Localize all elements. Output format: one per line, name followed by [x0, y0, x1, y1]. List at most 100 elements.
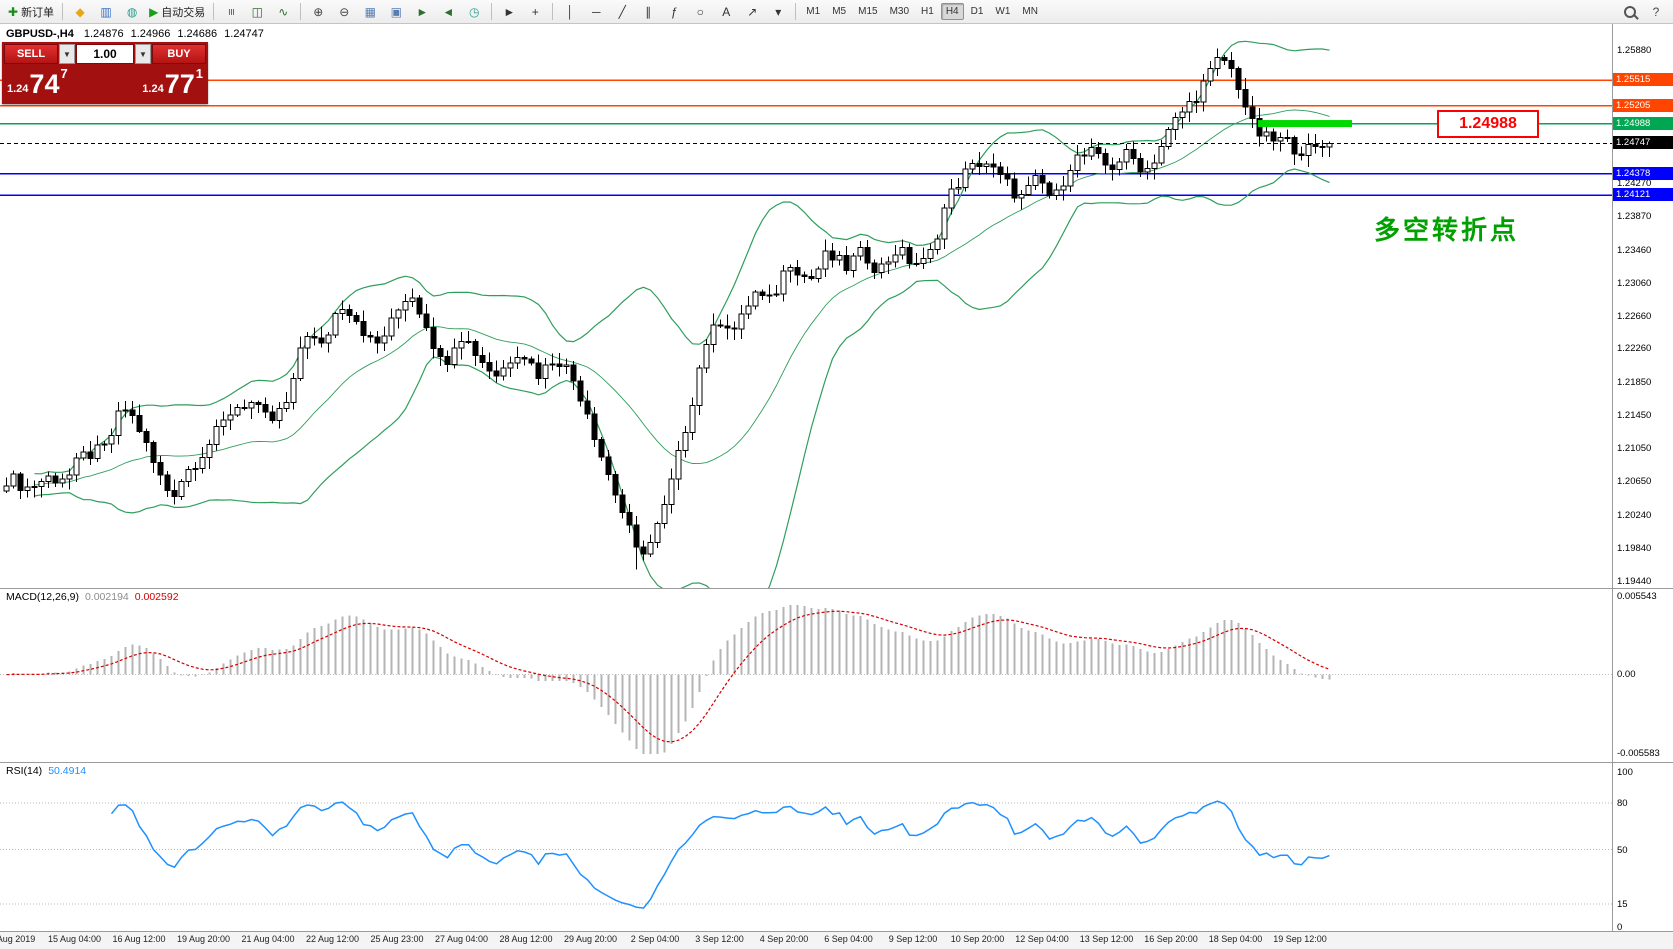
timeframe-button-m30[interactable]: M30: [889, 6, 910, 17]
rsi-label: RSI(14) 50.4914: [6, 765, 86, 777]
symbol-title: GBPUSD-,H4: [6, 28, 74, 40]
rsi-value: 50.4914: [48, 765, 87, 777]
trendline-icon[interactable]: ╱: [610, 1, 634, 23]
rsi-indicator-chart[interactable]: [0, 762, 1612, 931]
candlestick-icon[interactable]: ◫: [245, 1, 269, 23]
ohlc-close: 1.24747: [224, 28, 264, 40]
arrow-tool-icon: ↗: [747, 4, 758, 19]
timeframe-button-mn[interactable]: MN: [1022, 6, 1038, 17]
zoom-out-icon[interactable]: ⊖: [332, 1, 356, 23]
vertical-line-icon[interactable]: │: [558, 1, 582, 23]
date-label: 22 Aug 12:00: [305, 934, 360, 944]
timeframe-button-d1[interactable]: D1: [970, 6, 984, 17]
cursor-icon: ►: [503, 4, 516, 19]
toolbar: ✚ 新订单 ◆ ▥ ◍ ▶ 自动交易 ≡ ◫ ∿ ⊕ ⊖ ▦ ▣ ► ◄ ◷ ► + │ ─ ╱ ∥ ƒ ○ A ↗ ▾ M1 M5 M15…: [0, 0, 1673, 24]
horizontal-line-icon: ─: [592, 4, 601, 19]
buy-button[interactable]: BUY: [152, 44, 206, 64]
auto-trading-button: ▶: [149, 4, 159, 19]
more-tools-icon[interactable]: ▾: [766, 1, 790, 23]
date-label: 13 Sep 12:00: [1079, 934, 1134, 944]
auto-trading-button[interactable]: ▶ 自动交易: [146, 1, 208, 23]
timeframe-button-m5[interactable]: M5: [832, 6, 847, 17]
arrow-tool-icon[interactable]: ↗: [740, 1, 764, 23]
search-icon[interactable]: [1618, 1, 1642, 23]
auto-scroll-icon[interactable]: ►: [410, 1, 434, 23]
timeframe-button-h4[interactable]: H4: [940, 3, 964, 20]
timeframe-button-m15[interactable]: M15: [858, 6, 878, 17]
horizontal-line-icon[interactable]: ─: [584, 1, 608, 23]
chart-shift-icon[interactable]: ◄: [436, 1, 460, 23]
toolbar-separator: [552, 3, 554, 20]
date-label: 2 Sep 04:00: [630, 934, 680, 944]
price-axis-label: 1.23870: [1617, 210, 1652, 222]
candlestick-icon: ◫: [251, 4, 263, 19]
clock-icon: ◷: [469, 4, 480, 19]
price-axis-label: 1.19840: [1617, 543, 1652, 555]
price-axis-label: 80: [1617, 798, 1628, 809]
main-price-chart[interactable]: [0, 24, 1612, 588]
line-chart-icon[interactable]: ∿: [271, 1, 295, 23]
buy-options-caret[interactable]: ▼: [135, 44, 151, 64]
macd-panel-divider[interactable]: [0, 588, 1673, 589]
price-axis-label: 1.21050: [1617, 443, 1652, 455]
shapes-icon[interactable]: ○: [688, 1, 712, 23]
timeframe-button-m1[interactable]: M1: [806, 6, 821, 17]
grid-icon: ▦: [364, 4, 376, 19]
zoom-out-icon: ⊖: [339, 4, 350, 19]
profiles-icon[interactable]: ▥: [94, 1, 118, 23]
rsi-panel-divider[interactable]: [0, 762, 1673, 763]
rsi-name: RSI(14): [6, 765, 43, 777]
toolbar-separator: [213, 3, 215, 20]
price-axis-label: 50: [1617, 844, 1628, 856]
fibonacci-icon[interactable]: ƒ: [662, 1, 686, 23]
sell-options-caret[interactable]: ▼: [59, 44, 75, 64]
buy-price: 1.24 77 1: [142, 64, 203, 102]
sell-price-pips: 74: [29, 69, 60, 99]
zoom-in-icon: ⊕: [313, 4, 324, 19]
new-order-button[interactable]: ✚ 新订单: [5, 1, 57, 23]
price-axis-label: 0: [1617, 922, 1623, 933]
time-axis-strip: [0, 931, 1673, 949]
timeframe-button-h1[interactable]: H1: [921, 6, 934, 17]
price-axis-label: 0.00: [1617, 669, 1636, 680]
text-icon[interactable]: A: [714, 1, 738, 23]
date-label: 28 Aug 12:00: [499, 934, 553, 944]
profiles-icon: ▥: [100, 4, 112, 19]
date-label: 19 Sep 12:00: [1273, 934, 1327, 944]
date-label: 10 Sep 20:00: [950, 934, 1005, 944]
tile-windows-icon[interactable]: ▣: [384, 1, 408, 23]
macd-label: MACD(12,26,9) 0.002194 0.002592: [6, 591, 179, 603]
fibonacci-icon: ƒ: [670, 4, 678, 19]
date-label: 6 Sep 04:00: [824, 934, 873, 944]
bar-chart-icon[interactable]: ≡: [219, 1, 243, 23]
crosshair-icon[interactable]: +: [523, 1, 547, 23]
lot-size-input[interactable]: [76, 44, 134, 64]
timeframe-button-w1[interactable]: W1: [995, 6, 1011, 17]
new-order-button-label: 新订单: [21, 6, 55, 19]
channel-icon[interactable]: ∥: [636, 1, 660, 23]
price-axis-label: 1.19440: [1617, 576, 1652, 587]
new-chart-icon[interactable]: ◆: [68, 1, 92, 23]
market-watch-icon[interactable]: ◍: [120, 1, 144, 23]
toolbar-separator: [300, 3, 302, 20]
cursor-icon[interactable]: ►: [497, 1, 521, 23]
price-level-chip: 1.24378: [1613, 166, 1673, 180]
zoom-in-icon[interactable]: ⊕: [306, 1, 330, 23]
price-level-chip: 1.24988: [1613, 116, 1673, 130]
help-icon[interactable]: ?: [1644, 1, 1668, 23]
price-level-chip: 1.25515: [1613, 73, 1673, 87]
clock-icon[interactable]: ◷: [462, 1, 486, 23]
date-label: 16 Sep 20:00: [1144, 934, 1198, 944]
toolbar-separator: [795, 3, 797, 20]
sell-price-figure: 1.24: [7, 83, 29, 95]
price-axis-label: 1.22260: [1617, 343, 1652, 355]
macd-indicator-chart[interactable]: [0, 588, 1612, 762]
auto-scroll-icon: ►: [416, 4, 429, 19]
date-label: 4 Sep 20:00: [759, 934, 809, 944]
grid-icon[interactable]: ▦: [358, 1, 382, 23]
sell-button[interactable]: SELL: [4, 44, 58, 64]
auto-trading-button-label: 自动交易: [161, 6, 206, 19]
new-order-button: ✚: [8, 4, 19, 19]
